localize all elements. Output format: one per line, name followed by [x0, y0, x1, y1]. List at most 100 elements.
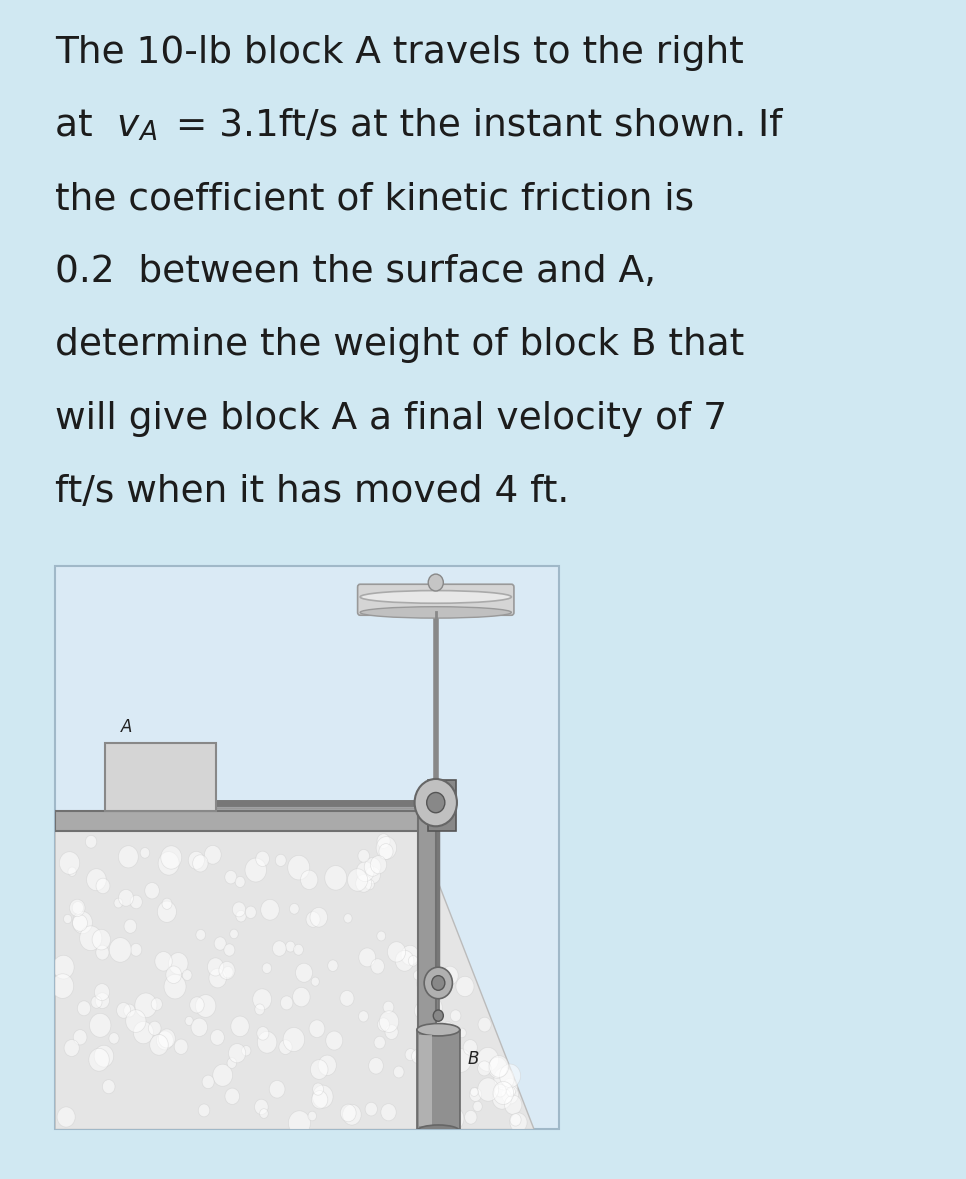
- Circle shape: [158, 851, 179, 875]
- Circle shape: [236, 910, 246, 922]
- Circle shape: [414, 779, 457, 826]
- Circle shape: [470, 1087, 478, 1096]
- Circle shape: [441, 966, 458, 984]
- Circle shape: [255, 1005, 265, 1015]
- Circle shape: [309, 1020, 325, 1038]
- Circle shape: [489, 1055, 509, 1078]
- Circle shape: [245, 858, 267, 882]
- Circle shape: [53, 955, 74, 979]
- Circle shape: [85, 836, 97, 848]
- Circle shape: [343, 1105, 361, 1125]
- Circle shape: [380, 1010, 399, 1033]
- Circle shape: [502, 1079, 518, 1095]
- Circle shape: [477, 1047, 498, 1072]
- Circle shape: [477, 1061, 491, 1076]
- Circle shape: [253, 989, 271, 1010]
- Circle shape: [114, 898, 123, 908]
- Circle shape: [91, 996, 102, 1008]
- Circle shape: [261, 900, 279, 920]
- Circle shape: [260, 1108, 269, 1119]
- Circle shape: [378, 1017, 389, 1032]
- Circle shape: [310, 908, 327, 927]
- Circle shape: [369, 1058, 384, 1074]
- Circle shape: [185, 1016, 193, 1026]
- Circle shape: [504, 1095, 522, 1114]
- Bar: [428, 780, 456, 831]
- Circle shape: [294, 944, 303, 955]
- Circle shape: [393, 1066, 404, 1078]
- Circle shape: [478, 1078, 498, 1101]
- Circle shape: [166, 966, 182, 983]
- Circle shape: [424, 967, 452, 999]
- Circle shape: [493, 1081, 514, 1105]
- Text: the coefficient of kinetic friction is: the coefficient of kinetic friction is: [55, 182, 695, 217]
- Circle shape: [288, 855, 310, 880]
- Circle shape: [211, 1029, 224, 1046]
- Bar: [55, 566, 559, 1129]
- FancyBboxPatch shape: [357, 585, 514, 615]
- Circle shape: [450, 1048, 471, 1073]
- Circle shape: [313, 1085, 333, 1108]
- Text: determine the weight of block B that: determine the weight of block B that: [55, 328, 745, 363]
- Circle shape: [231, 1016, 249, 1036]
- Circle shape: [344, 914, 352, 923]
- Circle shape: [326, 1032, 343, 1050]
- Circle shape: [242, 1046, 251, 1056]
- Circle shape: [473, 1101, 482, 1112]
- Circle shape: [233, 902, 245, 917]
- Text: The 10-lb block A travels to the right: The 10-lb block A travels to the right: [55, 35, 744, 71]
- Circle shape: [145, 883, 159, 898]
- Circle shape: [235, 876, 245, 888]
- Circle shape: [493, 1087, 512, 1109]
- Circle shape: [311, 977, 320, 986]
- Circle shape: [130, 895, 142, 909]
- Circle shape: [87, 869, 106, 890]
- Circle shape: [464, 1040, 477, 1055]
- Circle shape: [198, 1104, 210, 1117]
- Circle shape: [442, 1022, 454, 1035]
- Circle shape: [191, 1019, 208, 1036]
- Circle shape: [219, 961, 235, 980]
- Circle shape: [188, 851, 205, 869]
- Circle shape: [162, 898, 172, 909]
- Circle shape: [427, 950, 436, 959]
- Circle shape: [426, 1034, 440, 1048]
- Circle shape: [79, 926, 101, 950]
- Text: B: B: [468, 1049, 479, 1067]
- Circle shape: [432, 975, 447, 993]
- Circle shape: [225, 1088, 240, 1105]
- Circle shape: [377, 931, 385, 941]
- Bar: [417, 1029, 460, 1131]
- Ellipse shape: [417, 1023, 460, 1036]
- Circle shape: [119, 845, 138, 868]
- Text: v: v: [116, 108, 138, 144]
- Circle shape: [72, 902, 83, 914]
- Circle shape: [160, 845, 182, 869]
- Circle shape: [414, 1002, 429, 1019]
- Circle shape: [355, 875, 372, 893]
- Circle shape: [469, 1088, 482, 1101]
- Circle shape: [90, 1014, 111, 1038]
- Circle shape: [257, 1032, 277, 1053]
- Circle shape: [283, 1027, 304, 1052]
- Text: A: A: [121, 718, 132, 736]
- Circle shape: [427, 1074, 442, 1092]
- Circle shape: [501, 1085, 519, 1104]
- Circle shape: [432, 976, 445, 990]
- Circle shape: [68, 867, 76, 876]
- Circle shape: [293, 987, 310, 1007]
- Circle shape: [202, 1075, 214, 1088]
- Circle shape: [379, 844, 393, 859]
- Text: will give block A a final velocity of 7: will give block A a final velocity of 7: [55, 401, 727, 436]
- Circle shape: [150, 1034, 168, 1055]
- Circle shape: [365, 1102, 378, 1117]
- Circle shape: [140, 848, 150, 858]
- Text: A: A: [139, 120, 157, 146]
- Circle shape: [409, 955, 418, 966]
- Circle shape: [155, 951, 172, 971]
- Circle shape: [130, 943, 142, 956]
- Circle shape: [96, 878, 110, 894]
- Circle shape: [158, 1029, 175, 1048]
- Circle shape: [225, 870, 237, 884]
- Circle shape: [412, 1049, 424, 1063]
